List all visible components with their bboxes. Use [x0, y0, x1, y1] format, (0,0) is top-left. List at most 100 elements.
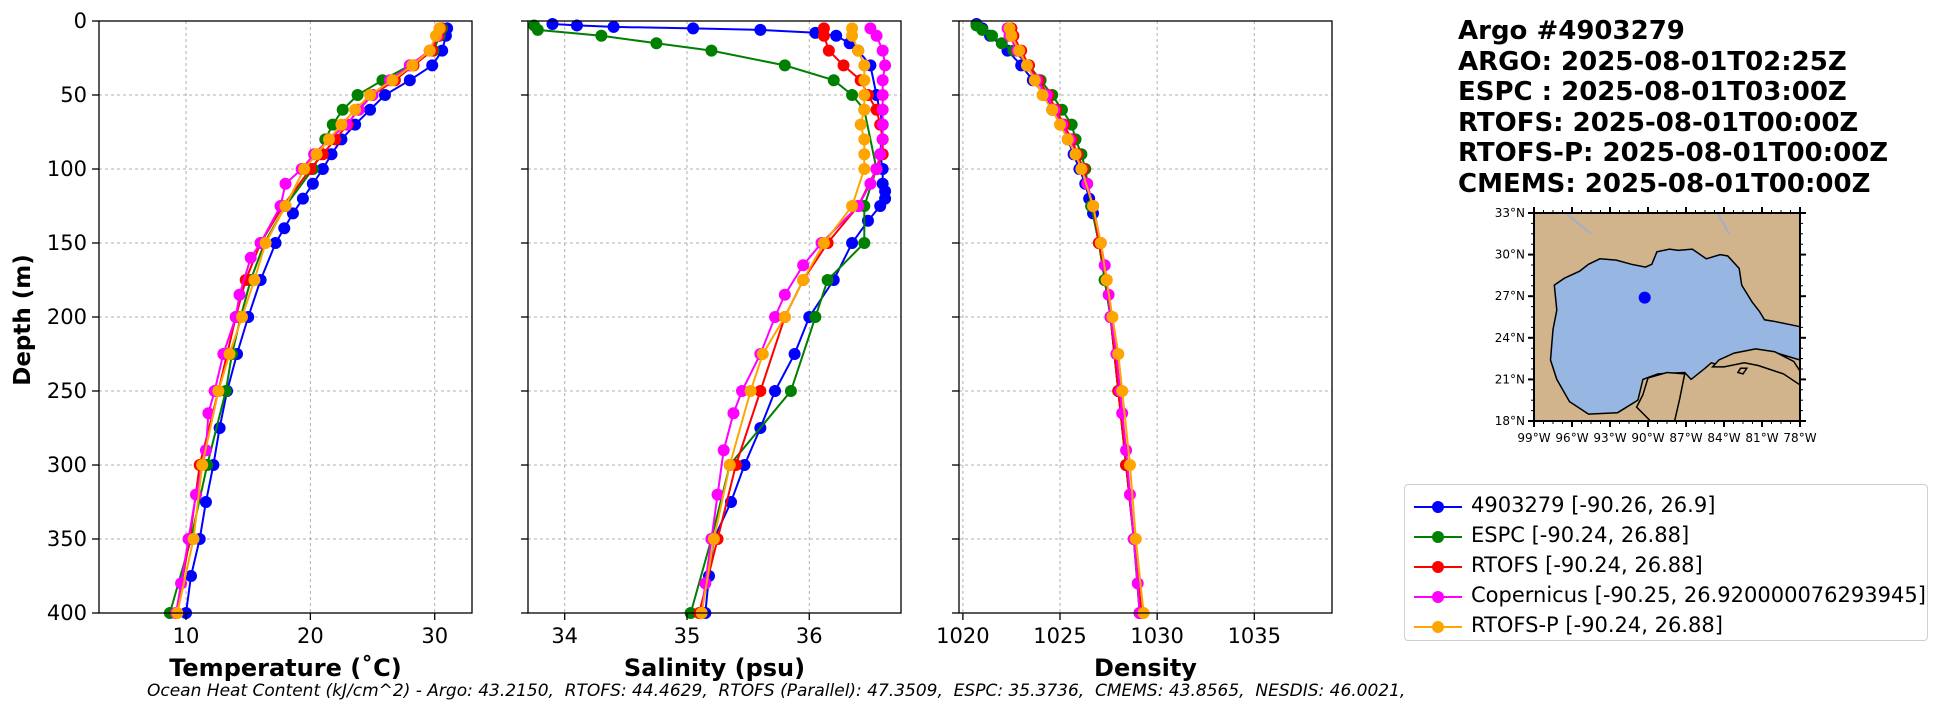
title-line: ESPC : 2025-08-01T03:00Z	[1458, 77, 1847, 107]
data-point	[335, 118, 348, 131]
data-point	[778, 59, 791, 72]
data-point	[852, 44, 865, 57]
data-point	[1106, 311, 1119, 323]
title-line: ARGO: 2025-08-01T02:25Z	[1458, 46, 1847, 77]
data-point	[788, 348, 801, 360]
data-point	[1131, 577, 1144, 590]
data-point	[846, 89, 859, 101]
legend-label: 4903279 [-90.26, 26.9]	[1471, 493, 1716, 517]
map-lon-label: 99°W	[1517, 431, 1550, 445]
title-line: RTOFS: 2025-08-01T00:00Z	[1458, 107, 1859, 138]
data-point	[846, 200, 859, 212]
data-point	[351, 89, 364, 101]
data-point	[711, 488, 724, 501]
data-point	[1069, 148, 1082, 161]
data-point	[1123, 459, 1136, 471]
series-rtofs	[1005, 22, 1148, 619]
map-lat-label: 24°N	[1495, 331, 1525, 345]
data-point	[736, 385, 749, 397]
legend-swatch	[1414, 531, 1462, 543]
data-point	[858, 133, 871, 146]
data-point	[429, 29, 442, 42]
legend-label: RTOFS-P [-90.24, 26.88]	[1471, 613, 1723, 637]
data-point	[1005, 29, 1018, 42]
map-lat-label: 30°N	[1495, 248, 1525, 262]
legend-label: Copernicus [-90.25, 26.920000076293945]	[1471, 583, 1926, 607]
data-point	[876, 118, 889, 131]
data-point	[233, 288, 246, 301]
data-point	[874, 200, 887, 212]
data-point	[316, 163, 329, 175]
map-lon-label: 90°W	[1631, 431, 1664, 445]
data-point	[879, 59, 892, 72]
data-point	[1046, 103, 1059, 116]
x-tick-label: 35	[674, 624, 701, 648]
data-point	[1123, 488, 1136, 501]
river	[1565, 212, 1592, 235]
map-lat-label: 33°N	[1495, 206, 1525, 220]
data-point	[744, 385, 757, 397]
data-point	[1094, 237, 1107, 249]
temperature-panel: 10 20 30050100150200250300350400Temperatur…	[47, 9, 473, 682]
data-point	[876, 44, 889, 57]
x-axis-label: Temperature (˚C)	[169, 654, 402, 682]
data-point	[244, 251, 257, 264]
data-point	[846, 29, 859, 42]
series-line	[168, 28, 444, 614]
data-point	[185, 570, 198, 582]
series-rtofs	[170, 22, 447, 619]
data-point	[705, 44, 718, 57]
map-lon-label: 84°W	[1707, 431, 1740, 445]
series-4903279	[546, 17, 892, 619]
y-tick-label: 100	[47, 157, 87, 181]
salinity-panel: 34 35 36 Salinity (psu)	[521, 17, 902, 682]
data-point	[854, 118, 867, 131]
data-point	[976, 23, 989, 36]
data-point	[336, 103, 349, 116]
data-point	[1116, 407, 1129, 420]
data-point	[325, 148, 338, 161]
series-4903279	[180, 22, 454, 619]
gulf-of-mexico	[1549, 248, 1801, 415]
data-point	[248, 274, 261, 286]
data-point	[650, 37, 663, 50]
data-point	[212, 385, 225, 397]
data-point	[1116, 385, 1129, 397]
data-point	[858, 237, 871, 249]
data-point	[797, 259, 810, 272]
series-line	[1010, 28, 1143, 614]
data-point	[858, 103, 871, 116]
data-point	[995, 37, 1008, 50]
data-point	[278, 222, 291, 235]
series-line	[698, 28, 884, 614]
data-point	[296, 192, 309, 205]
series-line	[552, 23, 887, 614]
x-tick-label: 30	[421, 624, 448, 648]
map-lat-label: 21°N	[1495, 372, 1525, 386]
data-point	[1036, 89, 1049, 101]
data-point	[1054, 118, 1067, 131]
series-rtofs-p	[1003, 22, 1150, 619]
river	[1716, 212, 1730, 235]
data-point	[323, 133, 336, 146]
data-point	[1112, 348, 1125, 360]
data-point	[235, 311, 248, 323]
data-point	[858, 148, 871, 161]
data-point	[778, 288, 791, 301]
legend-entry: 4903279 [-90.26, 26.9]	[1405, 491, 1925, 521]
data-point	[286, 207, 299, 220]
series-line	[185, 28, 449, 614]
series-espc	[528, 19, 883, 619]
legend-entry: RTOFS [-90.24, 26.88]	[1405, 551, 1925, 581]
series-copernicus	[1001, 22, 1146, 619]
map-lat-label: 18°N	[1495, 414, 1525, 428]
data-point	[403, 74, 416, 87]
density-panel: 1020 1025 1030 1035 Density	[936, 17, 1333, 682]
data-point	[306, 177, 319, 190]
series-line	[700, 27, 887, 614]
series-line	[176, 27, 441, 614]
y-tick-label: 200	[47, 305, 87, 329]
data-point	[436, 44, 449, 57]
data-point	[378, 89, 391, 101]
